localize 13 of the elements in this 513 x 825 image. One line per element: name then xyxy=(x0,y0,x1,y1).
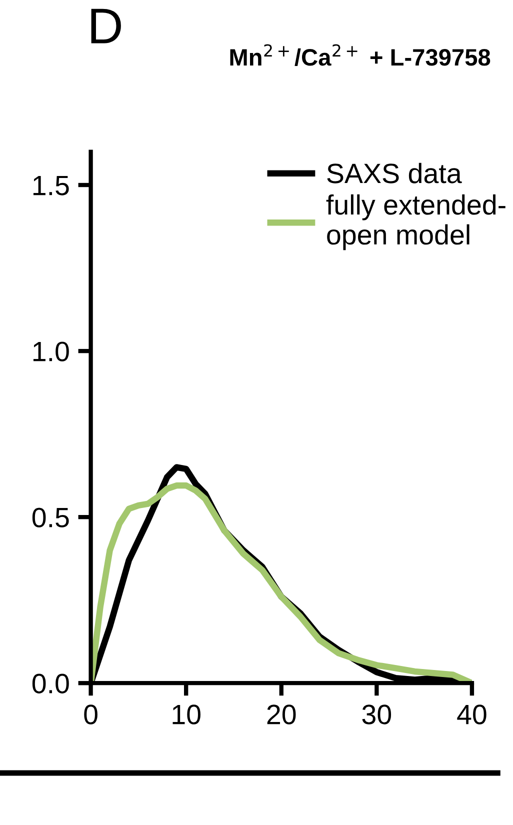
chart-title: Mn$^{2+}$/Ca$^{2+}$ + L-739758 xyxy=(230,44,490,66)
legend-label: fully extended- open model xyxy=(326,194,506,250)
y-tick-label: 1.0 xyxy=(33,342,69,362)
y-tick-label: 0.0 xyxy=(32,674,69,694)
x-tick-label: 30 xyxy=(362,704,392,724)
x-tick-label: 40 xyxy=(457,704,486,724)
x-tick-label: 0 xyxy=(84,704,98,724)
legend-label: SAXS data xyxy=(327,162,462,184)
y-tick-label: 1.5 xyxy=(33,176,69,196)
text: D xyxy=(91,8,121,44)
x-tick-label: 10 xyxy=(172,704,200,724)
y-tick-label: 0.5 xyxy=(32,508,69,528)
x-tick-label: 20 xyxy=(267,704,296,724)
